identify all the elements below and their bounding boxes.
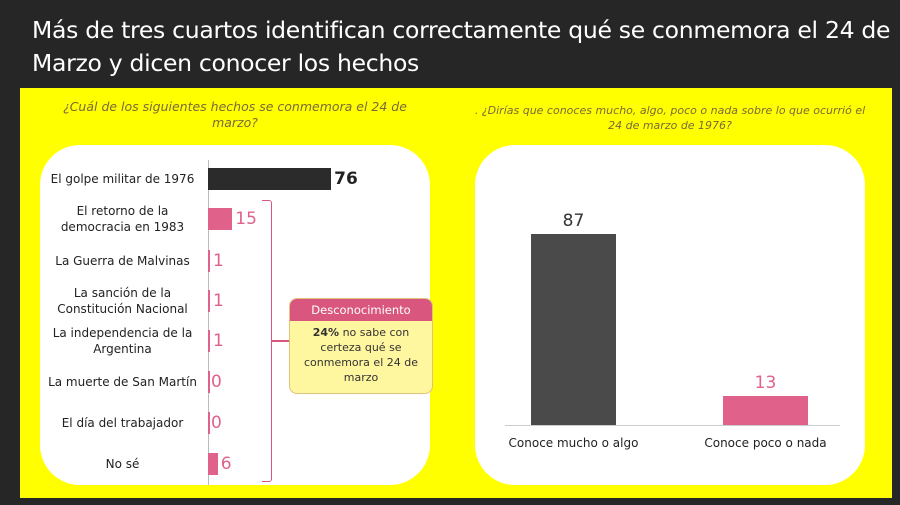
bar — [208, 168, 332, 190]
value-label: 1 — [213, 331, 224, 351]
value-label: 1 — [213, 251, 224, 271]
value-label: 0 — [211, 372, 222, 392]
value-label: 0 — [211, 413, 222, 433]
annotation-box: Desconocimiento 24% no sabe con certeza … — [289, 298, 433, 394]
bracket-tick — [272, 340, 289, 342]
value-label: 76 — [334, 169, 358, 189]
right-baseline — [505, 425, 840, 426]
category-label: Conoce poco o nada — [704, 436, 827, 450]
category-label: El retorno de la democracia en 1983 — [60, 204, 185, 234]
bar — [208, 453, 218, 475]
category-label: No sé — [105, 457, 140, 471]
bar — [208, 290, 210, 312]
bar — [208, 330, 210, 352]
bar — [723, 396, 808, 425]
category-label: El golpe militar de 1976 — [50, 172, 195, 186]
category-label: La muerte de San Martín — [48, 375, 197, 389]
annotation-header: Desconocimiento — [290, 299, 432, 321]
annotation-body: no sabe con certeza qué se conmemora el … — [303, 326, 418, 384]
category-label: La sanción de la Constitución Nacional — [57, 286, 188, 316]
bar — [208, 412, 210, 434]
page-title: Más de tres cuartos identifican correcta… — [32, 16, 891, 77]
bar — [531, 233, 616, 425]
category-label: El día del trabajador — [61, 416, 184, 430]
category-label: La Guerra de Malvinas — [55, 254, 190, 268]
value-label: 6 — [220, 454, 232, 474]
value-label: 15 — [235, 209, 257, 229]
value-label: 1 — [213, 291, 224, 311]
bracket — [262, 200, 272, 482]
bar — [208, 250, 210, 272]
right-chart-title: . ¿Dirías que conoces mucho, algo, poco … — [474, 104, 866, 132]
value-label: 87 — [562, 210, 585, 231]
value-label: 13 — [754, 373, 777, 394]
bar — [208, 371, 210, 393]
annotation-text: 24% no sabe con certeza qué se conmemora… — [290, 321, 432, 389]
category-label: La independencia de la Argentina — [52, 326, 193, 356]
left-axis — [208, 160, 209, 485]
category-label: Conoce mucho o algo — [508, 436, 639, 450]
bar — [208, 208, 233, 230]
annotation-bold: 24% — [312, 326, 340, 339]
left-chart-title: ¿Cuál de los siguientes hechos se conmem… — [63, 99, 407, 130]
